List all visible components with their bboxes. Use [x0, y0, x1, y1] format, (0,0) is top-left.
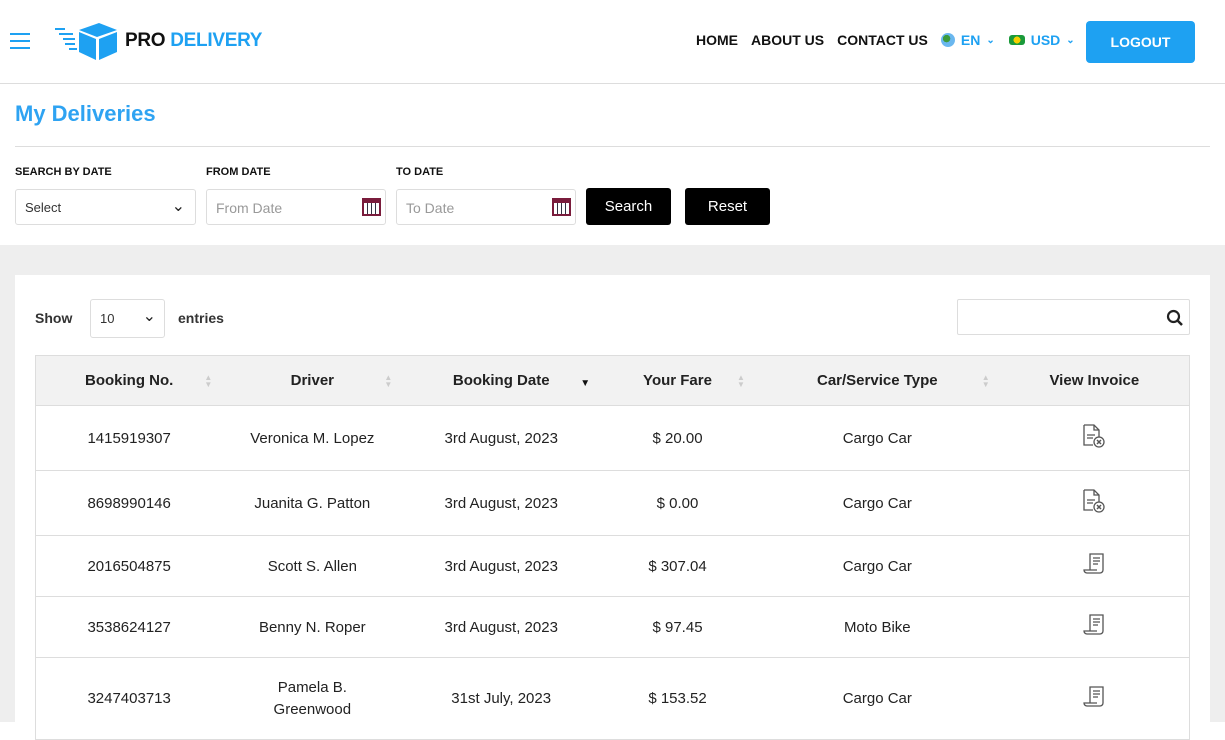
view-invoice-cell [999, 470, 1190, 536]
fare: $ 97.45 [600, 596, 755, 658]
search-by-date-label: SEARCH BY DATE [15, 166, 112, 178]
driver-name: Scott S. Allen [222, 535, 403, 597]
sort-icon: ▲ ▼ [737, 373, 745, 389]
chevron-down-icon: ⌄ [1066, 34, 1075, 46]
booking-date: 31st July, 2023 [402, 657, 601, 740]
service-type: Cargo Car [754, 657, 1000, 740]
sort-icon: ▲ ▼ [981, 373, 990, 389]
booking-date: 3rd August, 2023 [402, 535, 601, 597]
nav-about[interactable]: ABOUT US [751, 32, 825, 48]
driver-name: Juanita G. Patton [222, 470, 403, 536]
nav-contact[interactable]: CONTACT US [837, 32, 928, 48]
brand-delivery: DELIVERY [170, 30, 263, 51]
to-date-placeholder: To Date [406, 200, 455, 216]
brand-pro: PRO [125, 30, 166, 51]
receipt-icon[interactable] [1083, 685, 1105, 713]
driver-name: Pamela B. Greenwood [222, 657, 403, 740]
page-title: My Deliveries [15, 101, 156, 126]
column-view-invoice: View Invoice [999, 355, 1190, 406]
from-date-placeholder: From Date [216, 200, 283, 216]
driver-name: Veronica M. Lopez [222, 405, 403, 471]
chevron-down-icon: ⌄ [171, 198, 185, 215]
booking-number: 1415919307 [35, 405, 223, 471]
fare: $ 0.00 [600, 470, 755, 536]
currency-label: USD [1030, 32, 1061, 48]
search-by-date-select[interactable]: Select ⌄ [15, 189, 196, 225]
table-row: 2016504875 Scott S. Allen 3rd August, 2023… [35, 535, 1190, 597]
column-fare[interactable]: Your Fare ▲ ▼ [600, 355, 755, 406]
search-button[interactable]: Search [586, 188, 671, 225]
booking-number: 3247403713 [35, 657, 223, 740]
column-booking-date[interactable]: Booking Date ▼ [402, 355, 601, 406]
sort-icon: ▲ ▼ [204, 373, 213, 389]
fare: $ 307.04 [600, 535, 755, 597]
nav-home[interactable]: HOME [696, 32, 738, 48]
select-value: Select [25, 200, 62, 215]
invoice-cancelled-icon[interactable] [1081, 489, 1107, 518]
menu-icon[interactable] [10, 33, 30, 49]
logo[interactable]: PRO DELIVERY [55, 22, 262, 60]
service-type: Moto Bike [754, 596, 1000, 658]
chevron-down-icon: ⌄ [142, 308, 156, 325]
to-date-label: TO DATE [396, 166, 444, 178]
fare: $ 153.52 [600, 657, 755, 740]
money-icon [1008, 35, 1025, 45]
entries-select[interactable]: 10 ⌄ [90, 299, 165, 338]
service-type: Cargo Car [754, 470, 1000, 536]
column-driver[interactable]: Driver ▲ ▼ [222, 355, 403, 406]
logout-button[interactable]: LOGOUT [1086, 21, 1195, 63]
table-search-input[interactable] [957, 299, 1190, 335]
entries-label: entries [178, 310, 224, 326]
to-date-input[interactable]: To Date [396, 189, 576, 225]
booking-number: 3538624127 [35, 596, 223, 658]
sort-desc-icon: ▼ [580, 378, 591, 389]
booking-number: 2016504875 [35, 535, 223, 597]
booking-date: 3rd August, 2023 [402, 596, 601, 658]
invoice-cancelled-icon[interactable] [1081, 424, 1107, 453]
entries-value: 10 [100, 311, 115, 326]
deliveries-table: Booking No. ▲ ▼ Driver ▲ ▼ Booking Date ▼ You… [35, 355, 1190, 740]
service-type: Cargo Car [754, 405, 1000, 471]
chevron-down-icon: ⌄ [986, 34, 995, 46]
table-row: 3247403713 Pamela B. Greenwood 31st July, … [35, 657, 1190, 740]
column-service-type[interactable]: Car/Service Type ▲ ▼ [754, 355, 1000, 406]
service-type: Cargo Car [754, 535, 1000, 597]
header: PRO DELIVERY HOME ABOUT US CONTACT US EN… [0, 0, 1225, 84]
view-invoice-cell [999, 657, 1190, 740]
globe-icon [940, 33, 955, 47]
from-date-label: FROM DATE [206, 166, 271, 178]
receipt-icon[interactable] [1083, 614, 1105, 641]
booking-date: 3rd August, 2023 [402, 405, 601, 471]
sort-icon: ▲ ▼ [384, 373, 393, 389]
driver-name: Benny N. Roper [222, 596, 403, 658]
language-dropdown[interactable]: EN ⌄ [940, 32, 995, 48]
table-row: 8698990146 Juanita G. Patton 3rd August, 2… [35, 470, 1190, 536]
booking-number: 8698990146 [35, 470, 223, 536]
box-logo-icon [55, 23, 117, 60]
search-icon [1166, 309, 1183, 326]
view-invoice-cell [999, 596, 1190, 658]
from-date-input[interactable]: From Date [206, 189, 386, 225]
calendar-icon[interactable] [362, 198, 381, 216]
receipt-icon[interactable] [1083, 553, 1105, 580]
table-row: 1415919307 Veronica M. Lopez 3rd August, 2… [35, 405, 1190, 471]
language-label: EN [960, 32, 981, 48]
table-row: 3538624127 Benny N. Roper 3rd August, 2023… [35, 596, 1190, 658]
show-label: Show [35, 310, 73, 326]
reset-button[interactable]: Reset [685, 188, 770, 225]
view-invoice-cell [999, 535, 1190, 597]
calendar-icon[interactable] [552, 198, 571, 216]
fare: $ 20.00 [600, 405, 755, 471]
deliveries-card: Show 10 ⌄ entries Booking No. ▲ ▼ Driver ▲ ▼ … [15, 275, 1210, 740]
view-invoice-cell [999, 405, 1190, 471]
currency-dropdown[interactable]: USD ⌄ [1008, 32, 1075, 48]
divider [15, 146, 1210, 147]
booking-date: 3rd August, 2023 [402, 470, 601, 536]
column-booking-no[interactable]: Booking No. ▲ ▼ [35, 355, 223, 406]
